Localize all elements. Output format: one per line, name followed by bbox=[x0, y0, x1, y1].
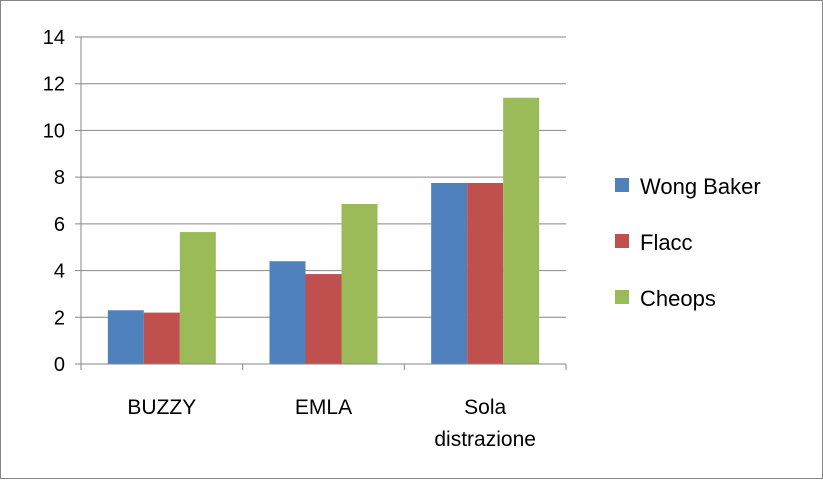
bar-wong-baker-0 bbox=[107, 310, 144, 364]
y-tick-label: 8 bbox=[54, 167, 65, 189]
y-tick-label: 10 bbox=[43, 120, 65, 142]
bar-flacc-2 bbox=[467, 182, 504, 364]
y-tick-label: 6 bbox=[54, 214, 65, 236]
bar-cheops-0 bbox=[179, 232, 216, 364]
legend: Wong Baker Flacc Cheops bbox=[615, 174, 761, 311]
bars bbox=[107, 97, 540, 364]
bar-cheops-1 bbox=[341, 204, 378, 364]
y-tick-label: 14 bbox=[43, 27, 65, 49]
y-tick-label: 4 bbox=[54, 261, 65, 283]
x-category-label: Sola bbox=[464, 396, 506, 419]
y-tick-label: 12 bbox=[43, 74, 65, 96]
legend-label-wong-baker: Wong Baker bbox=[640, 174, 761, 199]
legend-swatch-cheops bbox=[615, 290, 629, 304]
x-category-label: BUZZY bbox=[127, 396, 196, 419]
bar-cheops-2 bbox=[503, 97, 540, 364]
y-tick-label: 0 bbox=[54, 354, 65, 376]
axis-labels: 0 2 4 6 8 10 12 14 BUZZY EMLA Sola distrazione bbox=[43, 27, 536, 451]
legend-swatch-wong-baker bbox=[615, 178, 629, 192]
bar-wong-baker-1 bbox=[269, 261, 306, 364]
bar-flacc-1 bbox=[305, 274, 342, 364]
axes bbox=[75, 36, 567, 370]
gridlines bbox=[81, 36, 566, 318]
bar-wong-baker-2 bbox=[431, 182, 468, 364]
legend-label-cheops: Cheops bbox=[640, 286, 716, 311]
x-category-label: distrazione bbox=[434, 428, 536, 451]
legend-swatch-flacc bbox=[615, 234, 629, 248]
x-category-label: EMLA bbox=[295, 396, 352, 419]
y-tick-label: 2 bbox=[54, 307, 65, 329]
bar-flacc-0 bbox=[143, 312, 180, 364]
legend-label-flacc: Flacc bbox=[640, 230, 693, 255]
